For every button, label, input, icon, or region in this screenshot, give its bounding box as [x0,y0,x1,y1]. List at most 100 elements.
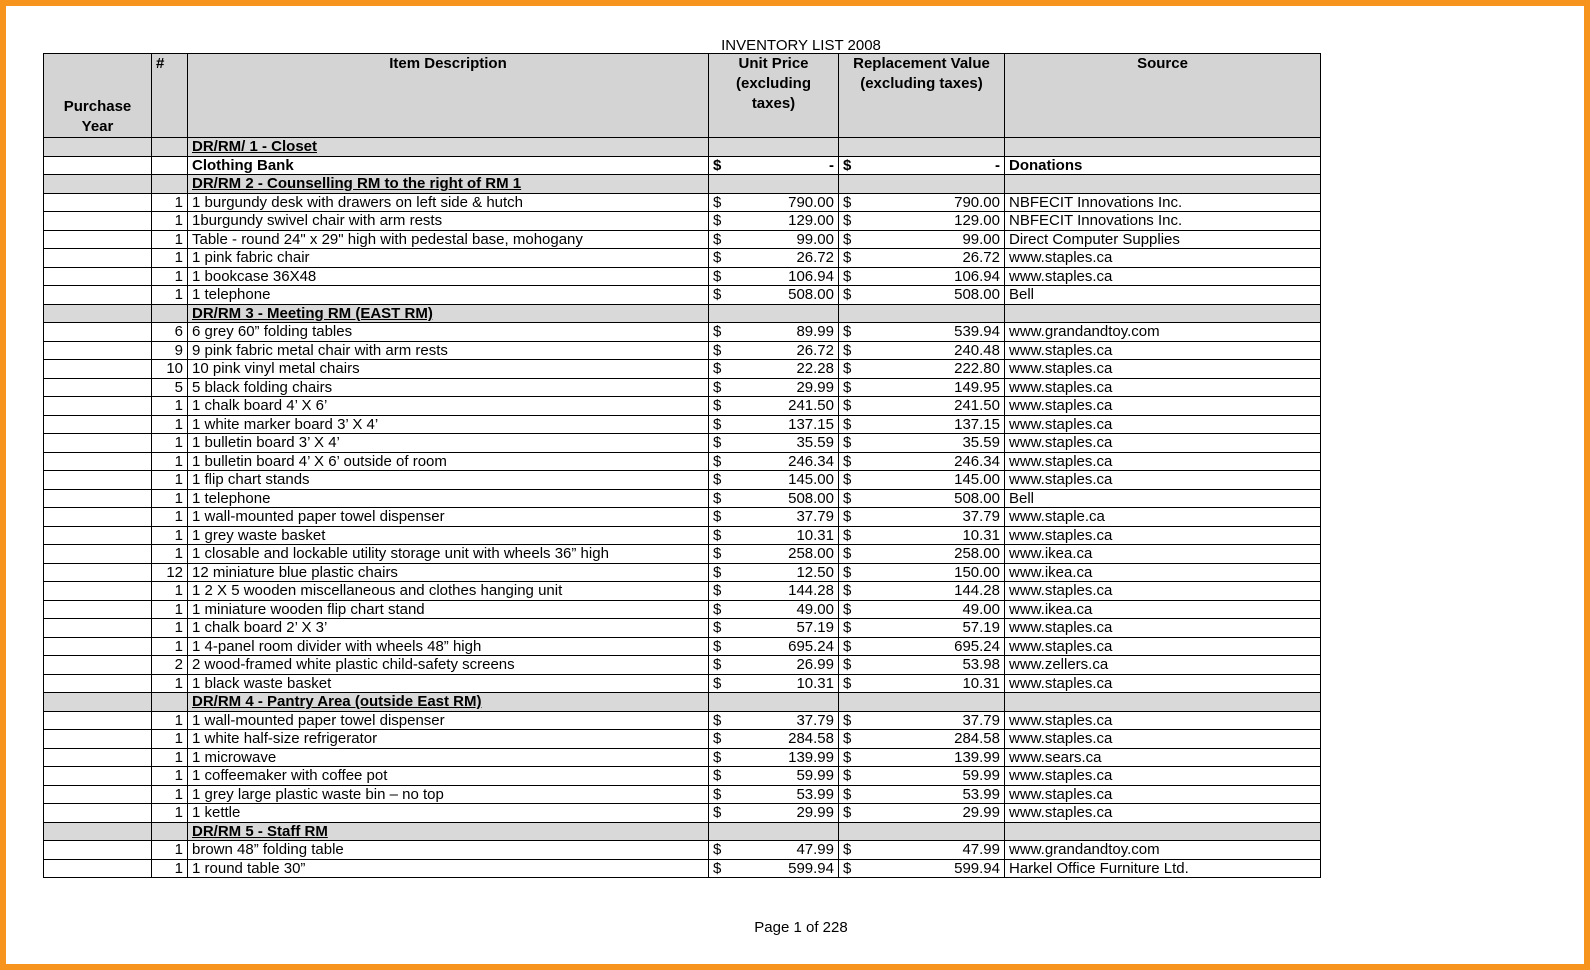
amount: 22.28 [796,360,834,378]
price: $47.99 [843,841,1000,858]
price: $246.34 [843,453,1000,470]
qty: 1 [151,710,188,730]
qty: 1 [151,673,188,693]
source: www.staples.ca [1004,710,1321,730]
currency: $ [843,360,852,378]
price: $29.99 [713,804,834,821]
replacement-value: $99.00 [838,229,1005,249]
cell [1004,303,1321,323]
amount: 26.72 [962,249,1000,267]
replacement-value: $53.99 [838,784,1005,804]
amount: 222.80 [954,360,1000,378]
cell [838,303,1005,323]
price: $10.31 [713,527,834,544]
replacement-value: $10.31 [838,673,1005,693]
qty: 1 [151,229,188,249]
cell [43,581,152,601]
source: www.staples.ca [1004,673,1321,693]
currency: $ [843,452,852,470]
amount: 508.00 [788,489,834,507]
currency: $ [713,286,722,304]
price: $57.19 [713,619,834,636]
unit-price: $53.99 [708,784,839,804]
price: $89.99 [713,323,834,340]
unit-price: $10.31 [708,525,839,545]
replacement-value: $37.79 [838,710,1005,730]
price: $26.99 [713,656,834,673]
cell [43,229,152,249]
amount: 508.00 [954,286,1000,304]
unit-price: $37.79 [708,507,839,527]
cell [43,174,152,194]
currency: $ [843,619,852,637]
amount: 149.95 [954,378,1000,396]
header-cell: Purchase Year [43,53,152,138]
amount: 106.94 [788,267,834,285]
qty: 10 [151,359,188,379]
amount: 37.79 [962,711,1000,729]
qty: 1 [151,618,188,638]
description: 1 round table 30” [187,858,709,878]
price: $12.50 [713,564,834,581]
source: www.staples.ca [1004,377,1321,397]
replacement-value: $26.72 [838,248,1005,268]
description: 1 closable and lockable utility storage … [187,544,709,564]
inventory-table: Purchase Year # Item Description Unit Pr… [43,53,1321,878]
qty: 1 [151,840,188,860]
currency: $ [843,415,852,433]
price: $59.99 [713,767,834,784]
cell [43,377,152,397]
qty: 1 [151,858,188,878]
amount: 49.00 [796,600,834,618]
footer: Page 1 of 228 [754,919,848,936]
cell [43,766,152,786]
qty: 2 [151,655,188,675]
amount: 539.94 [954,323,1000,341]
replacement-value: $37.79 [838,507,1005,527]
qty: 5 [151,377,188,397]
cell [838,692,1005,712]
amount: 139.99 [788,748,834,766]
description: 1 2 X 5 wooden miscellaneous and clothes… [187,581,709,601]
source: www.staples.ca [1004,414,1321,434]
cell [43,507,152,527]
unit-price: $106.94 [708,266,839,286]
description: 1 miniature wooden flip chart stand [187,599,709,619]
amount: 246.34 [954,452,1000,470]
price: $508.00 [713,490,834,507]
amount: 59.99 [796,767,834,785]
amount: 106.94 [954,267,1000,285]
price: $10.31 [713,675,834,692]
amount: 37.79 [796,508,834,526]
cell: DR/RM 4 - Pantry Area (outside East RM) [187,692,709,712]
cell [43,322,152,342]
header-cell: Replacement Value (excluding taxes) [838,53,1005,138]
currency: $ [713,378,722,396]
amount: 258.00 [954,545,1000,563]
qty: 1 [151,544,188,564]
unit-price: $258.00 [708,544,839,564]
cell [43,155,152,175]
section-title: DR/RM 5 - Staff RM [192,822,328,840]
cell [43,636,152,656]
amount: - [829,156,834,174]
price: $26.72 [713,249,834,266]
price: $10.31 [843,527,1000,544]
description: 1 wall-mounted paper towel dispenser [187,507,709,527]
price: $10.31 [843,675,1000,692]
currency: $ [713,471,722,489]
amount: 47.99 [962,841,1000,859]
price: $137.15 [713,416,834,433]
header-cell: # [151,53,188,138]
cell [43,488,152,508]
cell [1004,821,1321,841]
currency: $ [843,193,852,211]
cell: DR/RM 5 - Staff RM [187,821,709,841]
currency: $ [713,526,722,544]
